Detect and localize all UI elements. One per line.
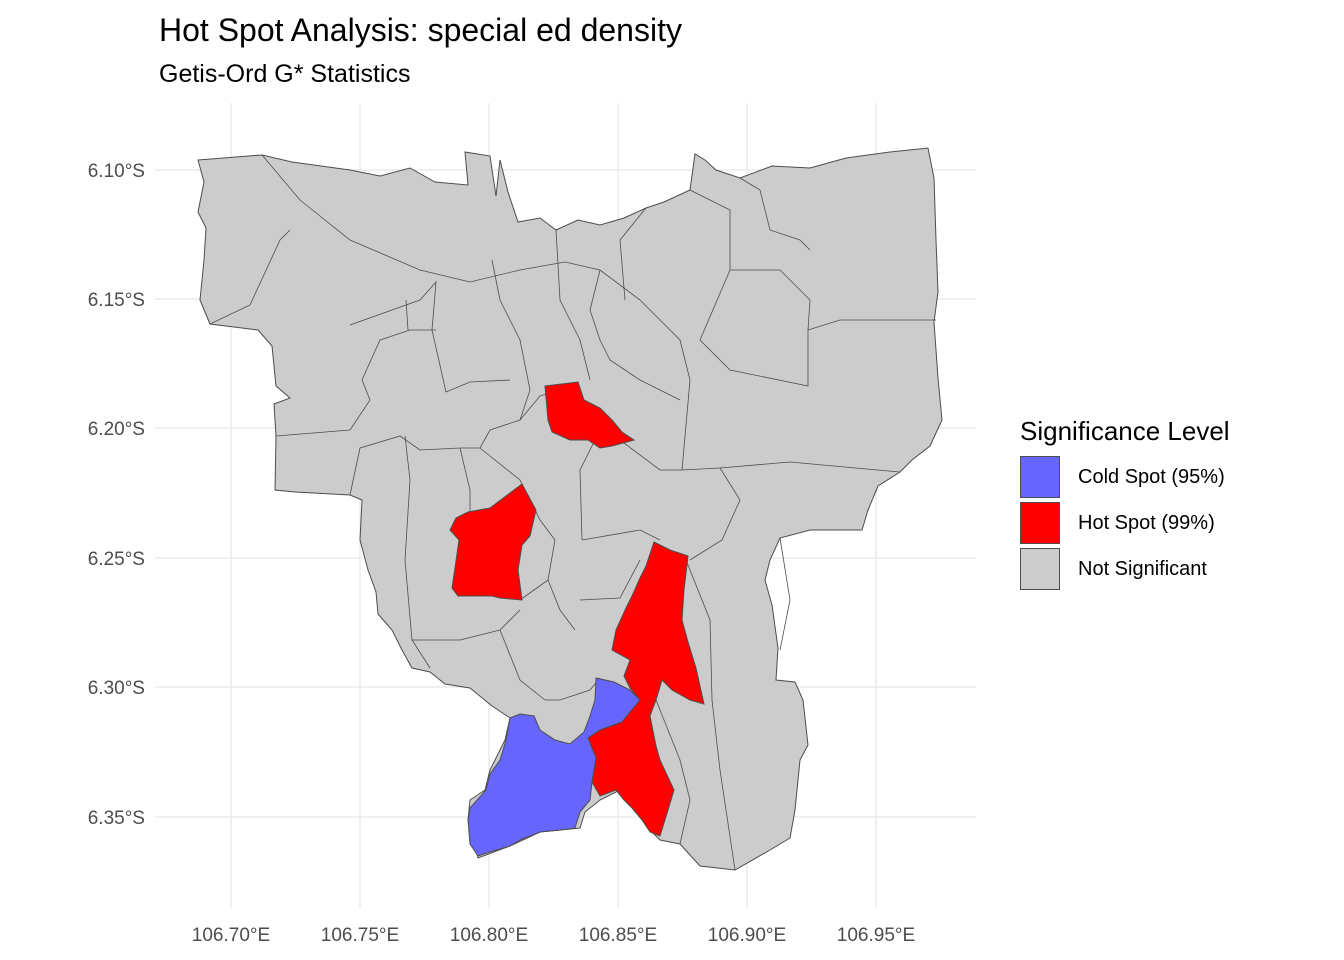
legend-item-cold-spot: Cold Spot (95%) [1020,454,1230,500]
x-tick-label: 106.80°E [450,925,528,946]
x-tick-label: 106.95°E [837,925,915,946]
legend: Significance Level Cold Spot (95%) Hot S… [1020,414,1230,592]
chart-subtitle: Getis-Ord G* Statistics [159,60,411,88]
regions-cold-spot [467,677,641,857]
regions-hot-spot [449,381,705,837]
legend-item-not-significant: Not Significant [1020,546,1230,592]
y-tick-label: 6.15°S [88,290,145,311]
district-borders [209,154,936,871]
regions-not-significant [197,147,943,871]
y-tick-label: 6.20°S [88,419,145,440]
x-axis-ticks: 106.70°E 106.75°E 106.80°E 106.85°E 106.… [192,925,915,946]
legend-item-hot-spot: Hot Spot (99%) [1020,500,1230,546]
hot-spot-region [544,381,636,449]
legend-title: Significance Level [1020,416,1230,446]
x-tick-label: 106.90°E [708,925,786,946]
chart-title: Hot Spot Analysis: special ed density [159,12,682,48]
hot-spot-region [449,483,537,601]
legend-swatch-hot-spot [1020,502,1060,544]
y-tick-label: 6.10°S [88,161,145,182]
legend-swatch-not-significant [1020,548,1060,590]
x-tick-label: 106.85°E [579,925,657,946]
legend-label: Hot Spot (99%) [1078,511,1215,534]
x-tick-label: 106.70°E [192,925,270,946]
legend-swatch-cold-spot [1020,456,1060,498]
y-tick-label: 6.30°S [88,678,145,699]
cold-spot-region [467,677,641,857]
hot-spot-region [587,541,705,837]
jakarta-outline [197,147,943,871]
y-axis-ticks: 6.10°S 6.15°S 6.20°S 6.25°S 6.30°S 6.35°… [88,161,145,829]
legend-label: Cold Spot (95%) [1078,465,1225,488]
legend-label: Not Significant [1078,557,1207,580]
y-tick-label: 6.35°S [88,808,145,829]
y-tick-label: 6.25°S [88,549,145,570]
x-tick-label: 106.75°E [321,925,399,946]
